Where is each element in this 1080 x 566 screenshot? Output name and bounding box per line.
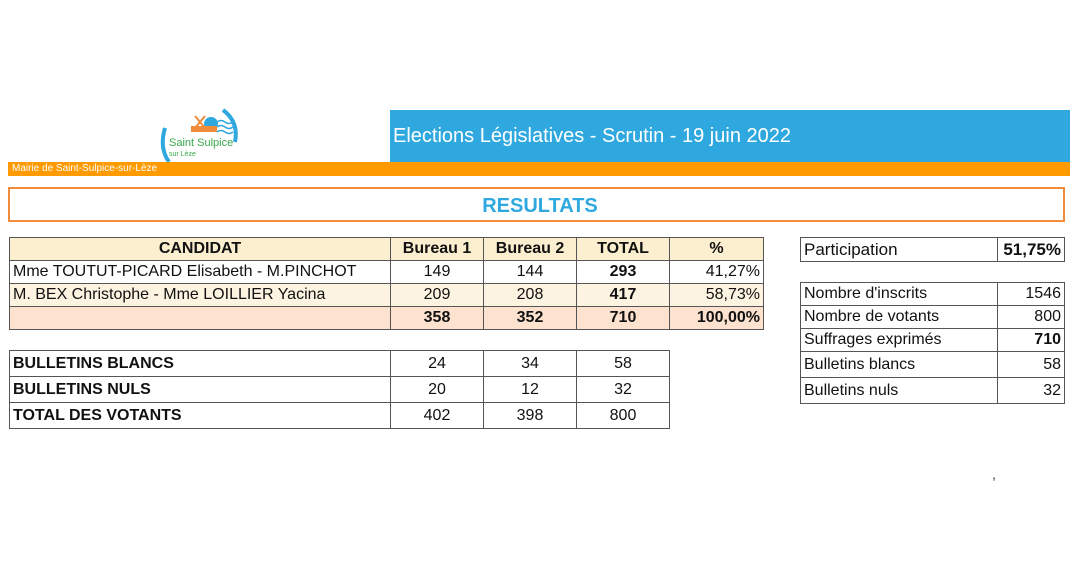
row-label: TOTAL DES VOTANTS bbox=[9, 402, 391, 429]
table-header-row: CANDIDAT Bureau 1 Bureau 2 TOTAL % bbox=[9, 237, 764, 261]
bureau-2-votes: 208 bbox=[483, 283, 577, 307]
svg-text:Saint Sulpice: Saint Sulpice bbox=[169, 137, 233, 149]
stat-label: Bulletins nuls bbox=[800, 377, 998, 404]
vote-percent: 58,73% bbox=[669, 283, 764, 307]
total-value: 58 bbox=[576, 350, 670, 377]
stat-row: Nombre de votants 800 bbox=[800, 305, 1065, 329]
stat-value: 710 bbox=[997, 328, 1065, 352]
bulletins-table: BULLETINS BLANCS 24 34 58 BULLETINS NULS… bbox=[9, 350, 670, 429]
candidate-name: Mme TOUTUT-PICARD Elisabeth - M.PINCHOT bbox=[9, 260, 391, 284]
table-row: Mme TOUTUT-PICARD Elisabeth - M.PINCHOT … bbox=[9, 260, 764, 284]
mairie-label: Mairie de Saint-Sulpice-sur-Lèze bbox=[12, 163, 158, 174]
participation-row: Participation 51,75% bbox=[800, 237, 1065, 262]
table-row: BULLETINS BLANCS 24 34 58 bbox=[9, 350, 670, 377]
stray-mark: , bbox=[992, 466, 996, 482]
candidate-name: M. BEX Christophe - Mme LOILLIER Yacina bbox=[9, 283, 391, 307]
stat-row: Suffrages exprimés 710 bbox=[800, 328, 1065, 352]
bureau-1-value: 24 bbox=[390, 350, 484, 377]
bureau-1-value: 402 bbox=[390, 402, 484, 429]
participation-value: 51,75% bbox=[997, 237, 1065, 262]
stat-label: Bulletins blancs bbox=[800, 351, 998, 378]
header-bureau-1: Bureau 1 bbox=[390, 237, 484, 261]
page-title: Elections Législatives - Scrutin - 19 ju… bbox=[393, 125, 791, 147]
header-percent: % bbox=[669, 237, 764, 261]
bureau-2-value: 398 bbox=[483, 402, 577, 429]
table-row: BULLETINS NULS 20 12 32 bbox=[9, 376, 670, 403]
stat-row: Bulletins nuls 32 bbox=[800, 377, 1065, 404]
vote-percent: 41,27% bbox=[669, 260, 764, 284]
table-row: M. BEX Christophe - Mme LOILLIER Yacina … bbox=[9, 283, 764, 307]
section-title: RESULTATS bbox=[482, 195, 598, 217]
bureau-1-total: 358 bbox=[390, 306, 484, 330]
bureau-2-total: 352 bbox=[483, 306, 577, 330]
totals-label bbox=[9, 306, 391, 330]
candidates-table: CANDIDAT Bureau 1 Bureau 2 TOTAL % Mme T… bbox=[9, 237, 764, 330]
bureau-2-value: 12 bbox=[483, 376, 577, 403]
header-total: TOTAL bbox=[576, 237, 670, 261]
header-bureau-2: Bureau 2 bbox=[483, 237, 577, 261]
stat-label: Nombre de votants bbox=[800, 305, 998, 329]
bureau-1-votes: 209 bbox=[390, 283, 484, 307]
stat-value: 32 bbox=[997, 377, 1065, 404]
stat-label: Suffrages exprimés bbox=[800, 328, 998, 352]
stat-value: 58 bbox=[997, 351, 1065, 378]
stat-row: Bulletins blancs 58 bbox=[800, 351, 1065, 378]
bureau-1-value: 20 bbox=[390, 376, 484, 403]
participation-table: Participation 51,75% bbox=[800, 237, 1065, 262]
stats-table: Nombre d'inscrits 1546 Nombre de votants… bbox=[800, 282, 1065, 404]
stat-value: 1546 bbox=[997, 282, 1065, 306]
svg-text:sur Lèze: sur Lèze bbox=[169, 151, 196, 158]
results-header-box bbox=[8, 187, 1065, 222]
bureau-2-votes: 144 bbox=[483, 260, 577, 284]
participation-label: Participation bbox=[800, 237, 998, 262]
total-votes: 417 bbox=[576, 283, 670, 307]
totals-row: 358 352 710 100,00% bbox=[9, 306, 764, 330]
stat-row: Nombre d'inscrits 1546 bbox=[800, 282, 1065, 306]
total-value: 32 bbox=[576, 376, 670, 403]
row-label: BULLETINS BLANCS bbox=[9, 350, 391, 377]
grand-total: 710 bbox=[576, 306, 670, 330]
total-votes: 293 bbox=[576, 260, 670, 284]
total-percent: 100,00% bbox=[669, 306, 764, 330]
title-banner bbox=[390, 110, 1070, 162]
mairie-banner bbox=[8, 162, 1070, 176]
header-candidat: CANDIDAT bbox=[9, 237, 391, 261]
total-value: 800 bbox=[576, 402, 670, 429]
municipality-logo: Saint Sulpice sur Lèze bbox=[155, 108, 250, 164]
bureau-2-value: 34 bbox=[483, 350, 577, 377]
stat-label: Nombre d'inscrits bbox=[800, 282, 998, 306]
row-label: BULLETINS NULS bbox=[9, 376, 391, 403]
logo-icon: Saint Sulpice sur Lèze bbox=[160, 108, 238, 164]
stat-value: 800 bbox=[997, 305, 1065, 329]
table-row: TOTAL DES VOTANTS 402 398 800 bbox=[9, 402, 670, 429]
bureau-1-votes: 149 bbox=[390, 260, 484, 284]
